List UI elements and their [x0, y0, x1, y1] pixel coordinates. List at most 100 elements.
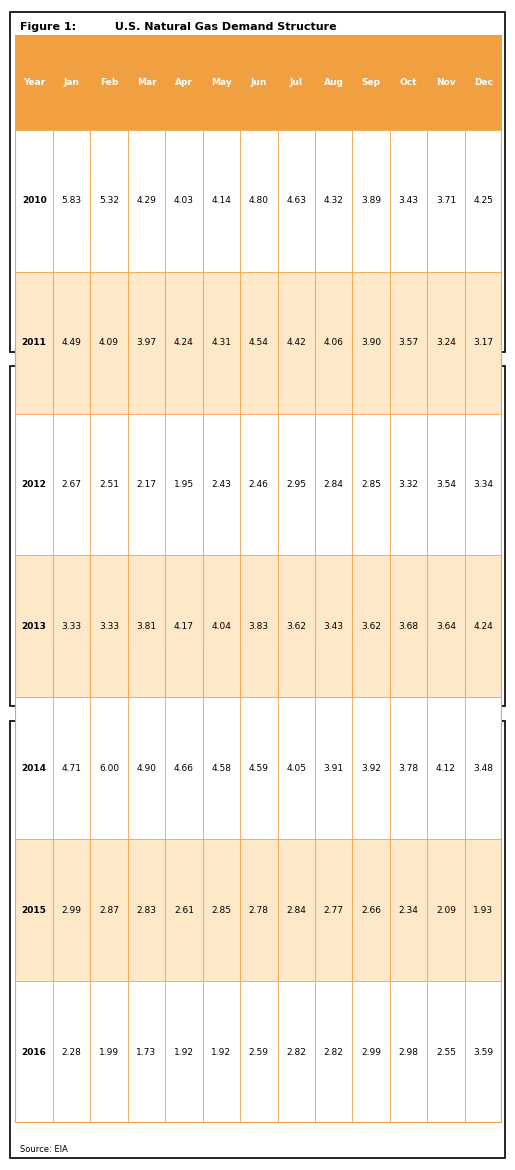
Bar: [202, 644, 240, 707]
Bar: [53, 271, 90, 413]
Text: 76.5: 76.5: [286, 383, 306, 391]
Text: 77.8: 77.8: [211, 508, 231, 517]
Bar: [53, 104, 90, 166]
Text: 92.9: 92.9: [62, 922, 81, 931]
Text: 60.9: 60.9: [211, 131, 231, 139]
Text: 78.7: 78.7: [436, 446, 456, 454]
Text: Sep: Sep: [362, 670, 381, 680]
Bar: [128, 707, 165, 770]
Bar: [15, 130, 53, 271]
Text: 86.4: 86.4: [473, 985, 493, 993]
Bar: [53, 839, 90, 982]
Text: 61.2: 61.2: [286, 131, 306, 139]
Bar: [165, 770, 202, 832]
Bar: [390, 832, 427, 895]
Text: 75.8: 75.8: [399, 508, 419, 517]
Bar: [202, 556, 240, 697]
Text: Feb: Feb: [100, 670, 118, 680]
Text: 3.34: 3.34: [473, 480, 493, 489]
Text: 2.59: 2.59: [249, 1048, 269, 1057]
Text: 100.5: 100.5: [59, 1048, 84, 1057]
Text: 71.5: 71.5: [436, 319, 456, 329]
Bar: [128, 229, 165, 292]
Wedge shape: [98, 163, 164, 263]
Bar: [427, 832, 465, 895]
Text: 61.0: 61.0: [286, 797, 306, 805]
Text: Year: Year: [23, 670, 45, 680]
Text: 53.7: 53.7: [399, 734, 419, 742]
Text: 77.2: 77.2: [323, 508, 344, 517]
Text: 64.0: 64.0: [473, 131, 493, 139]
Bar: [315, 130, 352, 271]
Text: 2.51: 2.51: [99, 480, 119, 489]
Bar: [240, 413, 278, 556]
Bar: [90, 166, 128, 229]
Bar: [128, 271, 165, 413]
Text: 2010: 2010: [22, 131, 46, 139]
Text: 3.97: 3.97: [136, 338, 157, 347]
Bar: [165, 832, 202, 895]
Text: 2.78: 2.78: [249, 906, 269, 915]
Bar: [278, 697, 315, 839]
Bar: [15, 839, 53, 982]
Bar: [90, 413, 128, 556]
Text: Apr: Apr: [175, 68, 193, 77]
Wedge shape: [47, 163, 98, 228]
Bar: [128, 104, 165, 166]
Text: 65.5: 65.5: [211, 194, 231, 202]
FancyBboxPatch shape: [10, 721, 505, 1158]
Bar: [202, 1020, 240, 1083]
Bar: [240, 229, 278, 292]
Text: 82.0: 82.0: [473, 797, 493, 805]
Text: Jun: Jun: [251, 670, 267, 680]
Text: Mar: Mar: [136, 68, 156, 77]
Text: 64.3: 64.3: [399, 1048, 419, 1057]
Bar: [315, 35, 352, 130]
Bar: [128, 770, 165, 832]
Text: 88.6: 88.6: [99, 734, 119, 742]
Text: 69.0: 69.0: [136, 734, 157, 742]
Text: Aug: Aug: [324, 670, 344, 680]
Bar: [240, 832, 278, 895]
Text: 73.1: 73.1: [136, 383, 157, 391]
Bar: [90, 41, 128, 104]
Bar: [53, 1020, 90, 1083]
Bar: [465, 41, 502, 104]
Text: 3.32: 3.32: [399, 480, 419, 489]
Bar: [315, 418, 352, 481]
Text: 79.7: 79.7: [361, 446, 381, 454]
Text: 64.6: 64.6: [136, 194, 157, 202]
Text: 77.7: 77.7: [473, 383, 493, 391]
Text: 58.8: 58.8: [61, 131, 82, 139]
Bar: [427, 481, 465, 544]
Bar: [278, 982, 315, 1123]
Bar: [465, 356, 502, 418]
Text: Oct: Oct: [400, 670, 417, 680]
Bar: [15, 1083, 53, 1147]
Text: 3.83: 3.83: [249, 622, 269, 631]
Bar: [128, 982, 165, 1123]
Text: 63.6: 63.6: [361, 1048, 381, 1057]
Text: 69.4: 69.4: [323, 256, 344, 266]
Bar: [390, 895, 427, 958]
Text: Year: Year: [23, 78, 45, 87]
Bar: [53, 958, 90, 1020]
Bar: [427, 292, 465, 356]
Bar: [53, 556, 90, 697]
Bar: [465, 271, 502, 413]
Text: 4.31: 4.31: [211, 338, 231, 347]
Wedge shape: [32, 186, 98, 260]
Text: 65.6: 65.6: [174, 922, 194, 931]
Bar: [128, 1020, 165, 1083]
Bar: [352, 418, 390, 481]
Text: 2016: 2016: [22, 1048, 46, 1057]
Text: 68.4: 68.4: [399, 194, 419, 202]
Text: 97.9: 97.9: [99, 985, 119, 993]
Text: 68.2: 68.2: [174, 256, 194, 266]
Bar: [427, 839, 465, 982]
Text: 1.73: 1.73: [136, 1048, 157, 1057]
Text: 86.4: 86.4: [136, 1048, 157, 1057]
Text: 86.2: 86.2: [99, 859, 119, 868]
Bar: [390, 982, 427, 1123]
Bar: [390, 104, 427, 166]
